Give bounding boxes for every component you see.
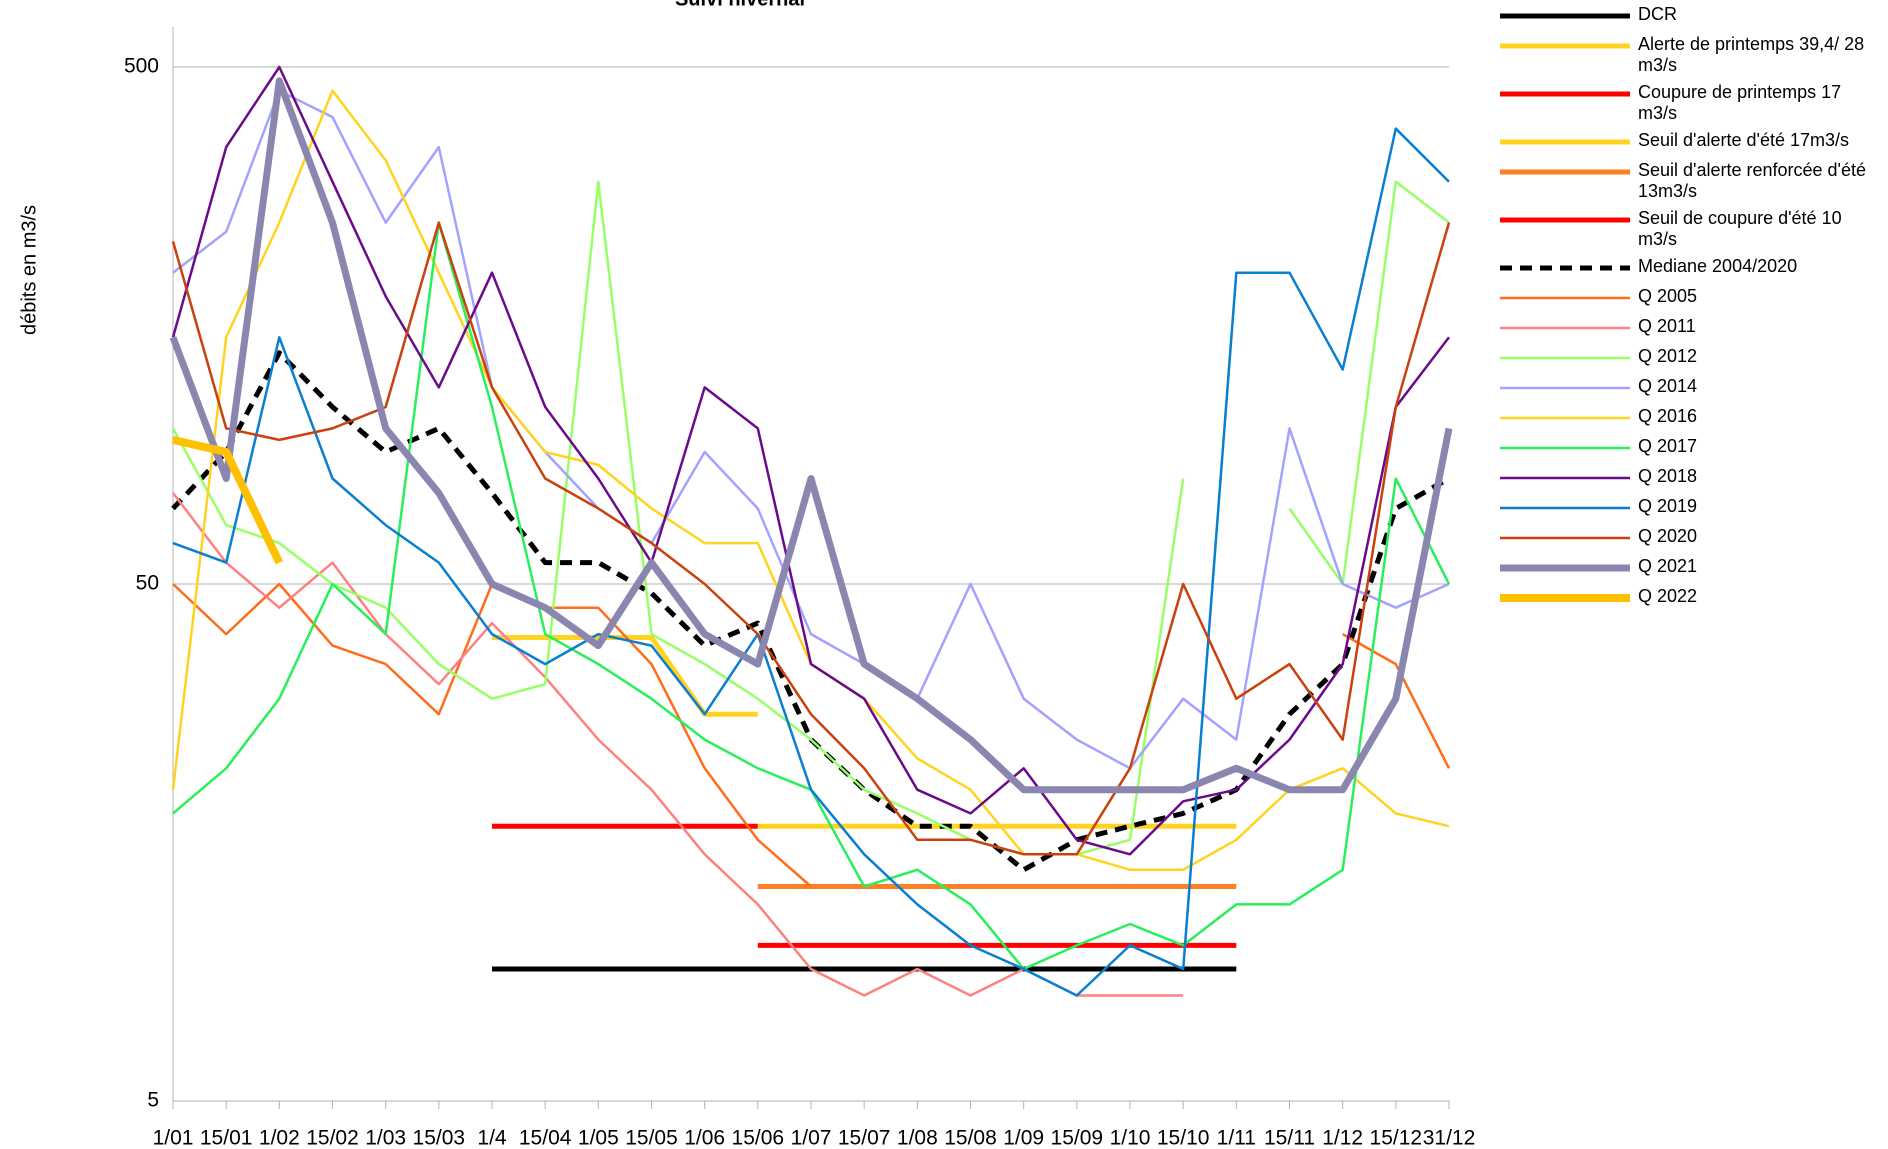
legend: DCR Alerte de printemps 39,4/ 28 m3/s Coup… xyxy=(1500,4,1885,616)
legend-label: Coupure de printemps 17 m3/s xyxy=(1638,82,1842,123)
legend-item: Q 2005 xyxy=(1500,286,1885,310)
x-tick-label: 15/07 xyxy=(838,1127,891,1149)
x-tick-label: 15/11 xyxy=(1264,1127,1315,1149)
series-line xyxy=(172,127,1450,997)
legend-item: Seuil d'alerte d'été 17m3/s xyxy=(1500,130,1885,154)
legend-item: Seuil d'alerte renforcée d'été 13m3/s xyxy=(1500,160,1885,202)
legend-item: Q 2014 xyxy=(1500,376,1885,400)
x-tick-label: 15/06 xyxy=(732,1127,785,1149)
legend-label: Q 2019 xyxy=(1638,496,1698,516)
legend-item: Coupure de printemps 17 m3/s xyxy=(1500,82,1885,124)
x-tick-label: 15/09 xyxy=(1051,1127,1104,1149)
legend-swatch xyxy=(1500,446,1630,450)
x-tick-label: 1/03 xyxy=(365,1127,406,1149)
x-tick-label: 1/02 xyxy=(259,1127,300,1149)
legend-item: Q 2017 xyxy=(1500,436,1885,460)
legend-item: Seuil de coupure d'été 10 m3/s xyxy=(1500,208,1885,250)
x-tick-label: 15/04 xyxy=(519,1127,572,1149)
x-tick-label: 1/11 xyxy=(1217,1127,1256,1149)
legend-swatch xyxy=(1500,91,1630,97)
legend-label: Seuil d'alerte renforcée d'été 13m3/s xyxy=(1638,160,1867,201)
legend-item: Q 2018 xyxy=(1500,466,1885,490)
series-line xyxy=(171,65,1450,856)
legend-label: Q 2011 xyxy=(1638,316,1696,336)
x-tick-label: 15/05 xyxy=(625,1127,678,1149)
series-line xyxy=(172,435,283,565)
legend-label: Q 2014 xyxy=(1638,376,1698,396)
legend-label: Q 2020 xyxy=(1638,526,1698,546)
legend-swatch xyxy=(1500,43,1630,49)
x-tick-label: 1/08 xyxy=(897,1127,938,1149)
legend-label: Q 2018 xyxy=(1638,466,1698,486)
legend-label: Q 2012 xyxy=(1638,346,1698,366)
x-tick-label: 15/01 xyxy=(200,1127,253,1149)
legend-swatch xyxy=(1500,416,1630,420)
series-line xyxy=(169,77,1453,794)
x-tick-label: 15/08 xyxy=(944,1127,997,1149)
x-tick-label: 1/06 xyxy=(684,1127,725,1149)
legend-label: Mediane 2004/2020 xyxy=(1638,256,1798,276)
legend-label: Q 2017 xyxy=(1638,436,1698,456)
series-line xyxy=(172,582,1451,888)
legend-swatch xyxy=(1500,139,1630,145)
legend-label: Q 2016 xyxy=(1638,406,1698,426)
chart: Suivi hivernal débits en m3/s 5 50 500 1/01… xyxy=(18,0,1476,1149)
x-tick-label: 1/4 xyxy=(477,1127,507,1149)
legend-swatch xyxy=(1500,296,1630,300)
legend-swatch xyxy=(1500,564,1630,572)
legend-label: Q 2022 xyxy=(1638,586,1698,606)
legend-swatch xyxy=(1500,356,1630,360)
x-tick-label: 1/10 xyxy=(1110,1127,1151,1149)
legend-item: Q 2016 xyxy=(1500,406,1885,430)
series-line xyxy=(171,180,1450,856)
legend-item: Q 2020 xyxy=(1500,526,1885,550)
x-tick-label: 15/03 xyxy=(413,1127,466,1149)
x-tick-label: 31/12 xyxy=(1423,1127,1476,1149)
series-line xyxy=(172,89,1450,770)
x-tick-label: 15/02 xyxy=(306,1127,359,1149)
x-tick-label: 1/09 xyxy=(1003,1127,1044,1149)
legend-item: Q 2019 xyxy=(1500,496,1885,520)
legend-swatch xyxy=(1500,265,1630,271)
x-tick-label: 1/12 xyxy=(1322,1127,1363,1149)
y-tick-label: 5 xyxy=(147,1089,159,1112)
legend-item: Alerte de printemps 39,4/ 28 m3/s xyxy=(1500,34,1885,76)
legend-item: Q 2021 xyxy=(1500,556,1885,580)
legend-item: DCR xyxy=(1500,4,1885,28)
legend-label: Seuil de coupure d'été 10 m3/s xyxy=(1638,208,1842,249)
legend-swatch xyxy=(1500,217,1630,223)
legend-label: Alerte de printemps 39,4/ 28 m3/s xyxy=(1638,34,1865,75)
legend-label: DCR xyxy=(1638,4,1677,24)
legend-label: Q 2005 xyxy=(1638,286,1698,306)
legend-swatch xyxy=(1500,506,1630,510)
x-tick-label: 1/07 xyxy=(791,1127,832,1149)
legend-swatch xyxy=(1500,386,1630,390)
legend-swatch xyxy=(1500,169,1630,175)
x-tick-label: 15/10 xyxy=(1157,1127,1210,1149)
y-tick-label: 50 xyxy=(136,572,159,595)
y-tick-label: 500 xyxy=(124,55,159,78)
legend-swatch xyxy=(1500,13,1630,19)
x-tick-label: 1/01 xyxy=(153,1127,194,1149)
legend-swatch xyxy=(1500,536,1630,540)
chart-title: Suivi hivernal xyxy=(675,0,805,10)
legend-swatch xyxy=(1500,476,1630,480)
legend-item: Q 2012 xyxy=(1500,346,1885,370)
series-line xyxy=(171,221,1451,856)
legend-label: Q 2021 xyxy=(1638,556,1698,576)
series-line xyxy=(172,492,1184,997)
x-tick-label: 1/05 xyxy=(578,1127,619,1149)
legend-item: Mediane 2004/2020 xyxy=(1500,256,1885,280)
series-line xyxy=(492,635,758,717)
legend-swatch xyxy=(1500,326,1630,330)
x-tick-label: 15/12 xyxy=(1370,1127,1423,1149)
legend-item: Q 2022 xyxy=(1500,586,1885,610)
y-axis-label: débits en m3/s xyxy=(18,205,40,335)
legend-item: Q 2011 xyxy=(1500,316,1885,340)
legend-label: Seuil d'alerte d'été 17m3/s xyxy=(1638,130,1849,150)
legend-swatch xyxy=(1500,594,1630,602)
